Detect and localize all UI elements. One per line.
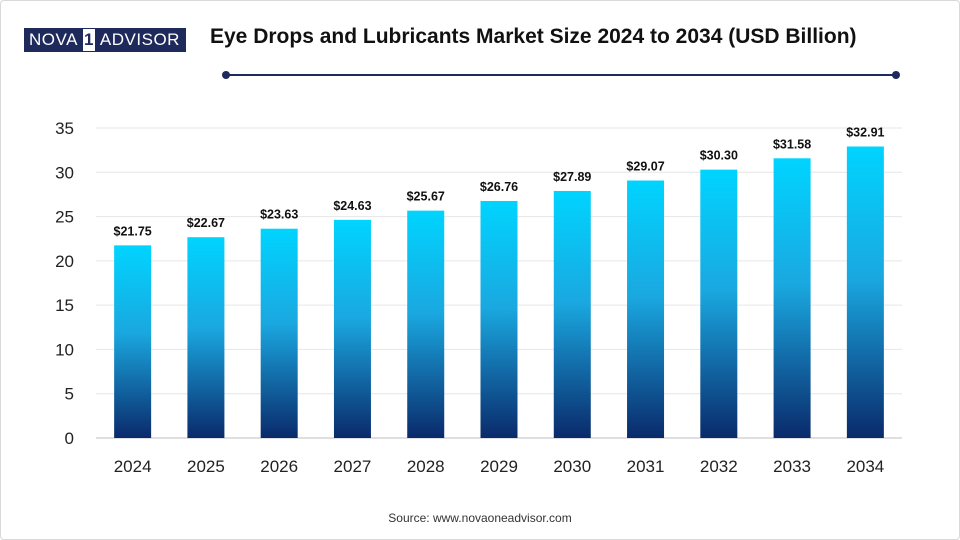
data-label: $23.63: [260, 208, 298, 222]
bar: [553, 190, 591, 438]
bar: [627, 180, 665, 438]
x-tick-label: 2028: [407, 457, 445, 476]
data-label: $22.67: [187, 216, 225, 230]
data-label: $24.63: [333, 199, 371, 213]
bar: [187, 237, 225, 438]
y-tick-label: 5: [65, 385, 74, 404]
data-label: $27.89: [553, 170, 591, 184]
data-label: $30.30: [700, 149, 738, 163]
x-tick-label: 2027: [334, 457, 372, 476]
data-label: $25.67: [407, 190, 445, 204]
bar: [846, 146, 884, 439]
logo-text-middle: 1: [81, 29, 96, 51]
logo-text-right: ADVISOR: [95, 29, 185, 51]
x-tick-label: 2029: [480, 457, 518, 476]
bar: [480, 200, 518, 438]
y-tick-label: 30: [55, 163, 74, 182]
y-tick-label: 35: [55, 119, 74, 138]
data-label: $32.91: [846, 126, 884, 140]
bar: [333, 219, 371, 438]
x-tick-label: 2031: [627, 457, 665, 476]
data-label: $31.58: [773, 137, 811, 151]
y-tick-label: 0: [65, 429, 74, 448]
chart-title: Eye Drops and Lubricants Market Size 202…: [210, 25, 857, 48]
title-underline-right-dot: [892, 71, 900, 79]
data-label: $26.76: [480, 180, 518, 194]
y-tick-label: 10: [55, 340, 74, 359]
x-tick-label: 2032: [700, 457, 738, 476]
bar: [260, 228, 298, 438]
y-tick-label: 15: [55, 296, 74, 315]
bar: [700, 169, 738, 438]
title-underline: [226, 74, 896, 76]
data-label: $29.07: [626, 160, 664, 174]
x-tick-label: 2024: [114, 457, 152, 476]
y-tick-label: 25: [55, 208, 74, 227]
logo-text-left: NOVA: [25, 29, 82, 51]
bar: [773, 158, 811, 438]
bar: [114, 245, 152, 438]
bar: [407, 210, 445, 438]
x-tick-label: 2025: [187, 457, 225, 476]
y-tick-label: 20: [55, 252, 74, 271]
x-tick-label: 2033: [773, 457, 811, 476]
brand-logo: NOVA 1 ADVISOR: [24, 28, 186, 52]
data-label: $21.75: [114, 224, 152, 238]
x-tick-label: 2034: [846, 457, 884, 476]
x-tick-label: 2030: [553, 457, 591, 476]
x-tick-label: 2026: [260, 457, 298, 476]
title-underline-left-dot: [222, 71, 230, 79]
source-note: Source: www.novaoneadvisor.com: [388, 511, 572, 525]
